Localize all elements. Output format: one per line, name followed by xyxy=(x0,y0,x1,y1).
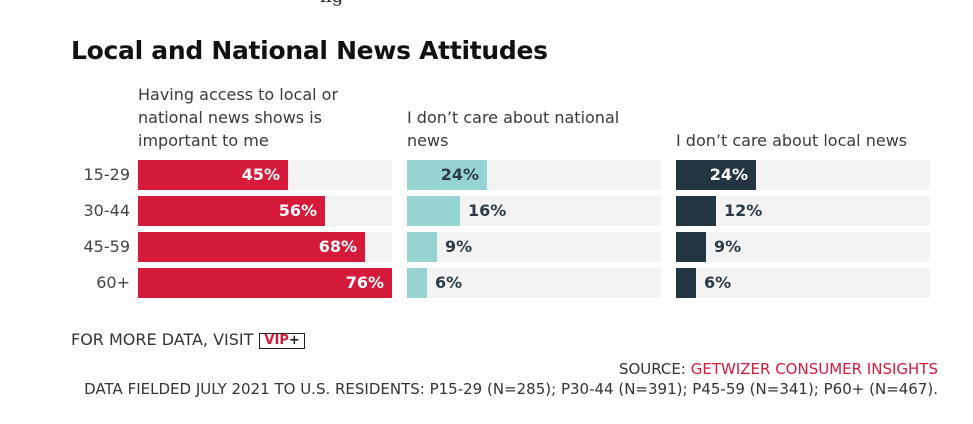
bar-value-label: 24% xyxy=(440,165,479,184)
bar xyxy=(676,196,716,226)
bar-track: 56% xyxy=(138,196,392,226)
more-data-text: FOR MORE DATA, VISIT xyxy=(71,330,254,349)
vip-plus-link[interactable]: VIP+ xyxy=(259,333,305,349)
vip-plus-vip: VIP xyxy=(264,333,289,348)
source-brand: GETWIZER CONSUMER INSIGHTS xyxy=(690,360,938,378)
chart-title: Local and National News Attitudes xyxy=(71,36,548,65)
bar-value-label: 76% xyxy=(345,273,384,292)
bar-track: 6% xyxy=(676,268,930,298)
bar-value-label: 16% xyxy=(468,201,507,220)
bar-track: 16% xyxy=(407,196,661,226)
bar-value-label: 45% xyxy=(241,165,280,184)
series-header-3: I don’t care about local news xyxy=(676,131,908,150)
age-group-label: 30-44 xyxy=(83,201,131,220)
bar xyxy=(138,160,288,190)
bar-value-label: 24% xyxy=(709,165,748,184)
bar-track: 6% xyxy=(407,268,661,298)
bar-track: 24% xyxy=(676,160,930,190)
age-group-label: 15-29 xyxy=(83,165,131,184)
bar-track: 76% xyxy=(138,268,392,298)
bar-value-label: 68% xyxy=(318,237,357,256)
bar xyxy=(407,268,427,298)
bar-value-label: 6% xyxy=(704,273,732,292)
bar xyxy=(676,160,756,190)
series-header-1: Having access to local or national news … xyxy=(138,85,339,150)
bar xyxy=(676,268,696,298)
age-group-label: 60+ xyxy=(96,273,130,292)
bar xyxy=(407,232,437,262)
cropped-heading-fragment: ng xyxy=(320,0,344,7)
bar xyxy=(407,160,487,190)
bar xyxy=(138,232,365,262)
source-prefix: SOURCE: xyxy=(618,360,686,378)
bar-track: 12% xyxy=(676,196,930,226)
bar-track: 45% xyxy=(138,160,392,190)
series-header-2: I don’t care about national news xyxy=(407,108,620,150)
more-data-line: FOR MORE DATA, VISIT VIP+ xyxy=(71,330,305,349)
bar-track: 9% xyxy=(407,232,661,262)
bar-value-label: 56% xyxy=(278,201,317,220)
source-line: SOURCE: GETWIZER CONSUMER INSIGHTS xyxy=(619,360,938,378)
bar xyxy=(676,232,706,262)
bar-value-label: 12% xyxy=(724,201,763,220)
bar xyxy=(138,268,392,298)
vip-plus-plus: + xyxy=(288,333,300,348)
bar xyxy=(407,196,460,226)
bar-value-label: 9% xyxy=(445,237,473,256)
bar-track: 9% xyxy=(676,232,930,262)
bar xyxy=(138,196,325,226)
data-fielded-note: DATA FIELDED JULY 2021 TO U.S. RESIDENTS… xyxy=(84,380,938,398)
bar-track: 68% xyxy=(138,232,392,262)
bar-value-label: 6% xyxy=(435,273,463,292)
age-group-label: 45-59 xyxy=(83,237,131,256)
bar-track: 24% xyxy=(407,160,661,190)
bar-value-label: 9% xyxy=(714,237,742,256)
